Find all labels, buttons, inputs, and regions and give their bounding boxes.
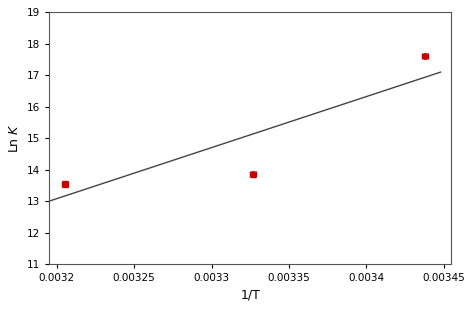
Y-axis label: Ln $K$: Ln $K$	[9, 123, 21, 153]
X-axis label: 1/T: 1/T	[240, 289, 260, 302]
